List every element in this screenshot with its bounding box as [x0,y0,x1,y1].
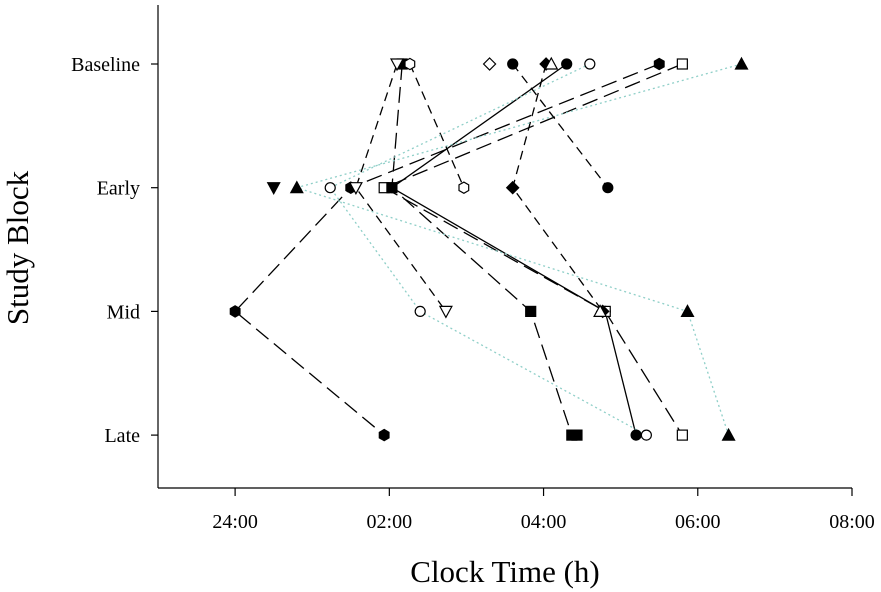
open-diamond-marker [482,57,497,71]
open-circle-marker [640,429,652,441]
filled-triangle-up-marker [721,427,736,441]
filled-circle-marker [561,58,573,70]
y-tick-label: Mid [107,301,140,323]
open-circle-marker [324,182,336,194]
open-circle-marker [584,58,596,70]
y-tick-label: Late [104,425,140,447]
series-line [294,63,742,436]
series-line [355,63,447,312]
filled-triangle-up-marker [289,180,304,194]
y-tick-label: Early [97,178,140,200]
x-tick-label: 04:00 [521,511,567,533]
open-square-marker [676,58,688,70]
series-line [512,63,609,189]
open-triangle-down-marker [348,182,363,195]
open-triangle-down-marker [389,58,405,72]
series-line [391,63,573,436]
y-axis-title: Study Block [0,170,35,325]
open-hexagon-marker [458,181,470,194]
x-tick-label: 24:00 [212,511,258,533]
filled-square-marker [525,305,537,317]
series-line [511,63,604,312]
x-axis-title: Clock Time (h) [410,554,599,589]
filled-triangle-down-marker [266,182,281,195]
x-tick-label: 06:00 [675,511,721,533]
series-line [234,63,660,436]
open-triangle-up-marker [593,304,608,317]
x-tick-label: 08:00 [829,511,875,533]
filled-square-marker [571,429,583,441]
x-ticks: 24:00 02:00 04:00 06:00 08:00 [212,488,875,533]
y-tick-label: Baseline [71,54,140,76]
open-triangle-down-marker [438,305,453,319]
y-ticks: Baseline Early Mid Late [71,54,158,447]
filled-square-marker [386,182,398,194]
filled-triangle-up-marker [680,304,695,317]
series-line [382,63,683,436]
open-hexagon-marker [404,57,416,71]
axes [157,5,852,489]
open-circle-marker [414,305,426,317]
series-line [390,63,637,436]
filled-hexagon-marker [229,305,241,318]
filled-circle-marker [507,58,519,70]
filled-circle-marker [602,182,614,194]
x-tick-label: 02:00 [367,511,413,533]
series-lines [234,63,742,436]
filled-hexagon-marker [378,428,390,442]
data-markers [229,56,749,442]
filled-circle-marker [630,429,642,441]
filled-hexagon-marker [653,57,665,71]
series-line [409,63,465,188]
filled-diamond-marker [505,180,520,195]
filled-triangle-up-marker [734,56,749,70]
open-triangle-up-marker [544,56,559,70]
open-square-marker [676,429,688,441]
